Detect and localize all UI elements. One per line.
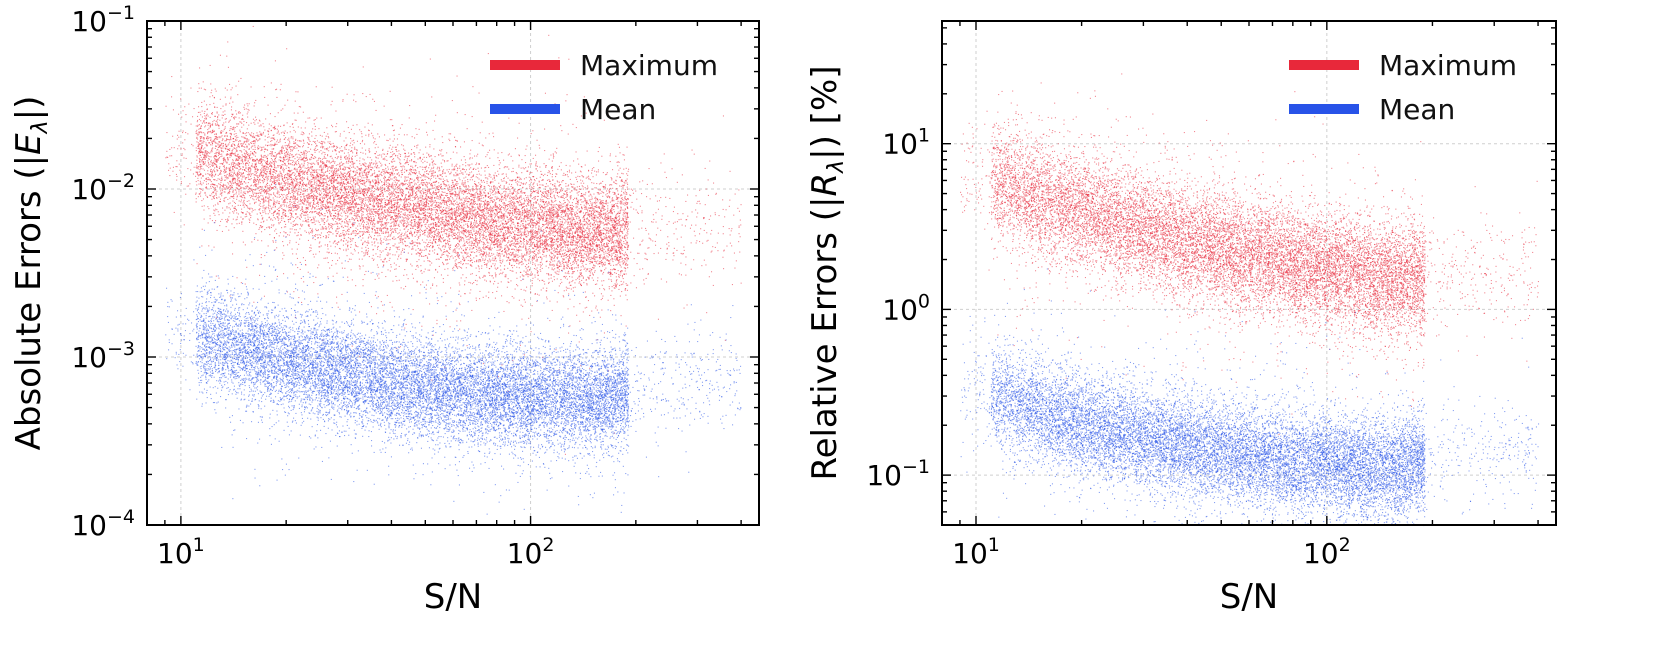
left-y-tick-label-1: 10−3 [71,338,135,374]
left-legend-label-mean: Mean [580,93,656,126]
left-ylabel-suffix: |) [9,96,49,121]
left-legend-swatch-maximum [490,60,560,70]
left-legend-swatch-mean [490,104,560,114]
right-legend: Maximum Mean [1289,49,1517,126]
right-ylabel: Relative Errors (|Rλ|) [%] [805,65,849,480]
right-scatter [960,73,1539,526]
right-legend-label-maximum: Maximum [1379,49,1517,82]
right-panel: 101 102 10−1 100 101 S/N Relative Errors (|R… [805,21,1556,617]
right-x-tick-label-1: 102 [1303,534,1351,570]
right-legend-swatch-mean [1289,104,1359,114]
left-panel: 101 102 10−4 10−3 10−2 10−1 S/N Absolute Erro… [9,2,759,617]
left-y-tick-label-0: 10−4 [71,506,135,542]
right-x-tick-label-0: 101 [952,534,1000,570]
left-ticks: 101 102 10−4 10−3 10−2 10−1 [71,2,759,570]
right-y-tick-label-0: 10−1 [866,456,930,492]
left-y-tick-label-3: 10−1 [71,2,135,38]
left-legend: Maximum Mean [490,49,718,126]
right-ylabel-prefix: Relative Errors (| [805,196,845,480]
left-series-mean [165,184,741,526]
right-ylabel-symbol: R [805,173,845,197]
right-y-tick-label-1: 100 [882,290,930,326]
right-ylabel-subscript: λ [824,160,849,174]
right-xlabel: S/N [1220,577,1278,617]
left-ylabel: Absolute Errors (|Eλ|) [9,96,53,451]
left-axes-frame [147,21,759,525]
left-ylabel-symbol: E [9,133,49,155]
left-ylabel-subscript: λ [28,120,53,134]
left-x-tick-label-1: 102 [507,534,555,570]
left-legend-label-maximum: Maximum [580,49,718,82]
left-y-tick-label-2: 10−2 [71,170,135,206]
right-ylabel-suffix: |) [%] [805,65,845,159]
left-xlabel: S/N [424,577,482,617]
right-legend-label-mean: Mean [1379,93,1455,126]
right-legend-swatch-maximum [1289,60,1359,70]
left-ylabel-prefix: Absolute Errors (| [9,155,49,451]
left-x-tick-label-0: 101 [157,534,205,570]
figure: 101 102 10−4 10−3 10−2 10−1 S/N Absolute Erro… [0,0,1662,663]
left-grid [147,21,759,525]
right-y-tick-label-2: 101 [882,125,930,161]
right-series-maximum [960,73,1539,458]
